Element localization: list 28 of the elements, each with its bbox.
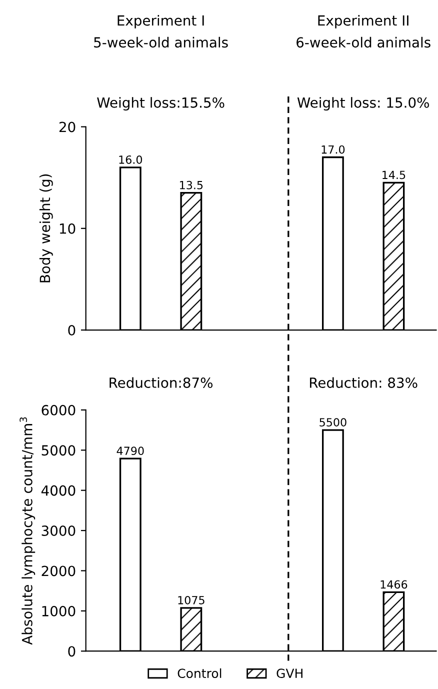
legend-label: GVH (276, 668, 302, 678)
legend-label: Control (178, 668, 222, 678)
x-tick-label: Experiment I 5-week-old animals (94, 14, 228, 48)
y-tick-label: 4000 (41, 485, 76, 496)
data-label: 5500 (320, 418, 346, 427)
text: Reduction:87% (110, 377, 213, 388)
y-axis-title: Body weight (g) (39, 174, 53, 282)
text: Reduction: 83% (310, 377, 418, 388)
data-label: 16.0 (119, 155, 142, 164)
data-label: 1466 (380, 580, 408, 589)
data-label: 14.5 (382, 170, 406, 180)
y-axis-title: Absolute lymphocyte count/mm$^{3}$ (20, 417, 36, 645)
y-tick-label: 1000 (42, 606, 76, 616)
y-tick-label: 0 (68, 325, 76, 336)
y-tick-label: 5000 (42, 445, 76, 456)
y-tick-label: 2000 (42, 566, 76, 576)
x-tick-label: Experiment II 6-week-old animals (296, 14, 430, 48)
data-label: 4790 (116, 446, 144, 456)
text: Weight loss:15.5% (97, 97, 224, 111)
y-tick-label: 10 (60, 223, 76, 234)
data-label: 17.0 (322, 145, 345, 154)
data-label: 1075 (178, 596, 204, 604)
y-tick-label: 20 (59, 122, 76, 132)
y-tick-label: 3000 (42, 526, 76, 536)
y-tick-label: 6000 (42, 404, 76, 416)
text: Weight loss: 15.0% (297, 97, 429, 111)
data-label: 13.5 (180, 180, 203, 190)
y-tick-label: 0 (68, 646, 76, 657)
